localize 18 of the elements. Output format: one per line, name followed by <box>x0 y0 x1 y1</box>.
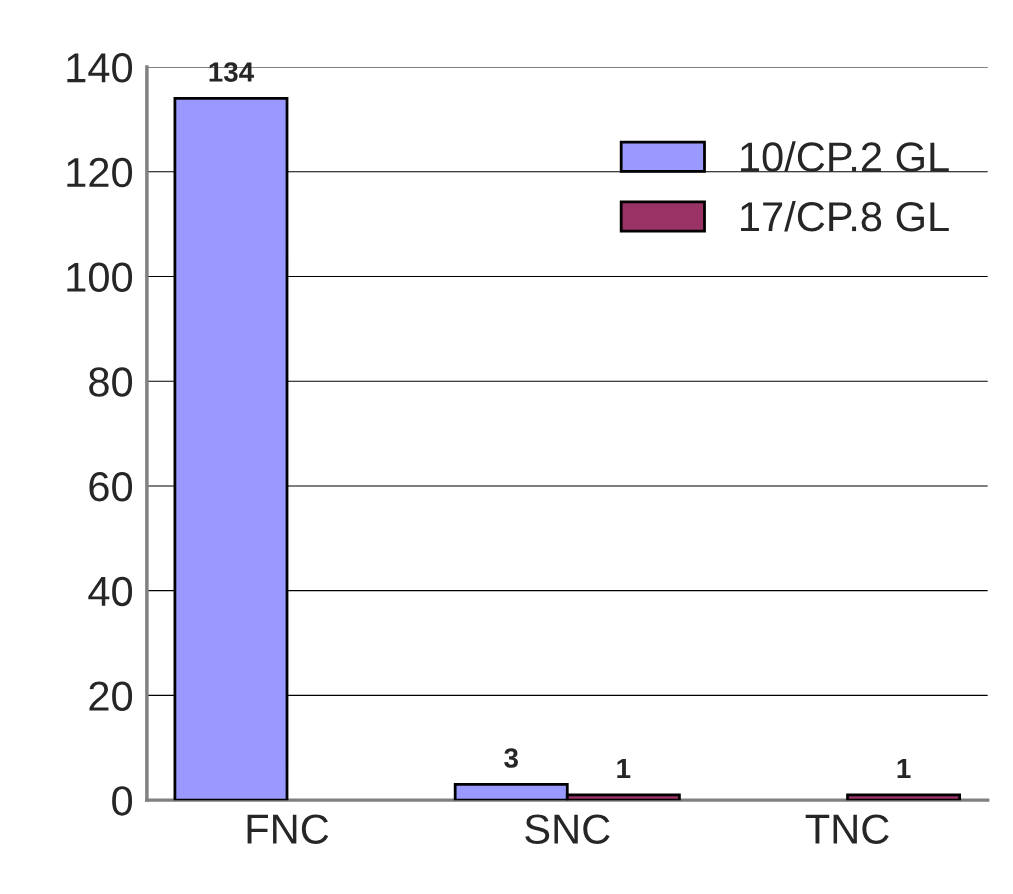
y-tick-label: 40 <box>88 576 133 607</box>
y-tick-label: 60 <box>89 471 133 502</box>
legend-label: 10/CP.2 GL <box>741 141 949 172</box>
data-label: 1 <box>897 758 911 779</box>
legend-label: 17/CP.8 GL <box>741 200 949 232</box>
data-label: 134 <box>209 62 254 82</box>
y-tick-label: 20 <box>89 681 133 711</box>
data-label: 1 <box>617 758 631 779</box>
y-tick-label: 80 <box>89 367 133 397</box>
x-tick-label: TNC <box>805 814 889 844</box>
x-tick-label: FNC <box>247 814 329 844</box>
y-tick-label: 0 <box>112 786 133 816</box>
y-tick-label: 100 <box>67 262 133 293</box>
x-tick-label: SNC <box>525 814 610 844</box>
bar <box>846 793 962 801</box>
y-tick-label: 120 <box>67 157 133 188</box>
y-tick-label: 140 <box>67 53 133 83</box>
data-label: 3 <box>504 748 518 768</box>
